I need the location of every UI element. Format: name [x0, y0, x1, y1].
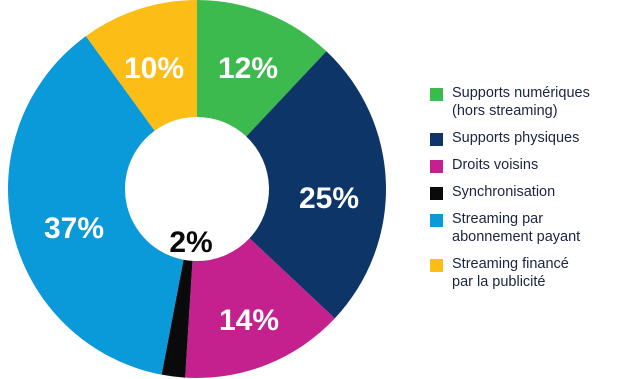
legend-swatch: [430, 160, 443, 173]
legend-swatch: [430, 133, 443, 146]
legend-item-6: Streaming financé par la publicité: [430, 255, 625, 291]
legend-label: Streaming financé par la publicité: [452, 255, 569, 291]
legend-swatch: [430, 88, 443, 101]
legend-item-3: Droits voisins: [430, 156, 625, 174]
legend-label: Synchronisation: [452, 183, 555, 201]
legend-label: Supports physiques: [452, 129, 579, 147]
legend-swatch: [430, 214, 443, 227]
legend-label: Supports numériques (hors streaming): [452, 84, 590, 120]
slice-label-6: 10%: [124, 52, 184, 85]
legend-swatch: [430, 187, 443, 200]
legend-item-4: Synchronisation: [430, 183, 625, 201]
legend: Supports numériques (hors streaming) Supp…: [430, 84, 625, 291]
legend-swatch: [430, 259, 443, 272]
legend-label: Streaming par abonnement payant: [452, 210, 580, 246]
legend-item-5: Streaming par abonnement payant: [430, 210, 625, 246]
legend-item-2: Supports physiques: [430, 129, 625, 147]
slice-label-1: 12%: [218, 52, 278, 85]
slice-label-2: 25%: [299, 182, 359, 215]
legend-label: Droits voisins: [452, 156, 538, 174]
slice-label-4: 2%: [169, 226, 212, 259]
slice-label-3: 14%: [219, 304, 279, 337]
slice-label-5: 37%: [44, 212, 104, 245]
legend-item-1: Supports numériques (hors streaming): [430, 84, 625, 120]
